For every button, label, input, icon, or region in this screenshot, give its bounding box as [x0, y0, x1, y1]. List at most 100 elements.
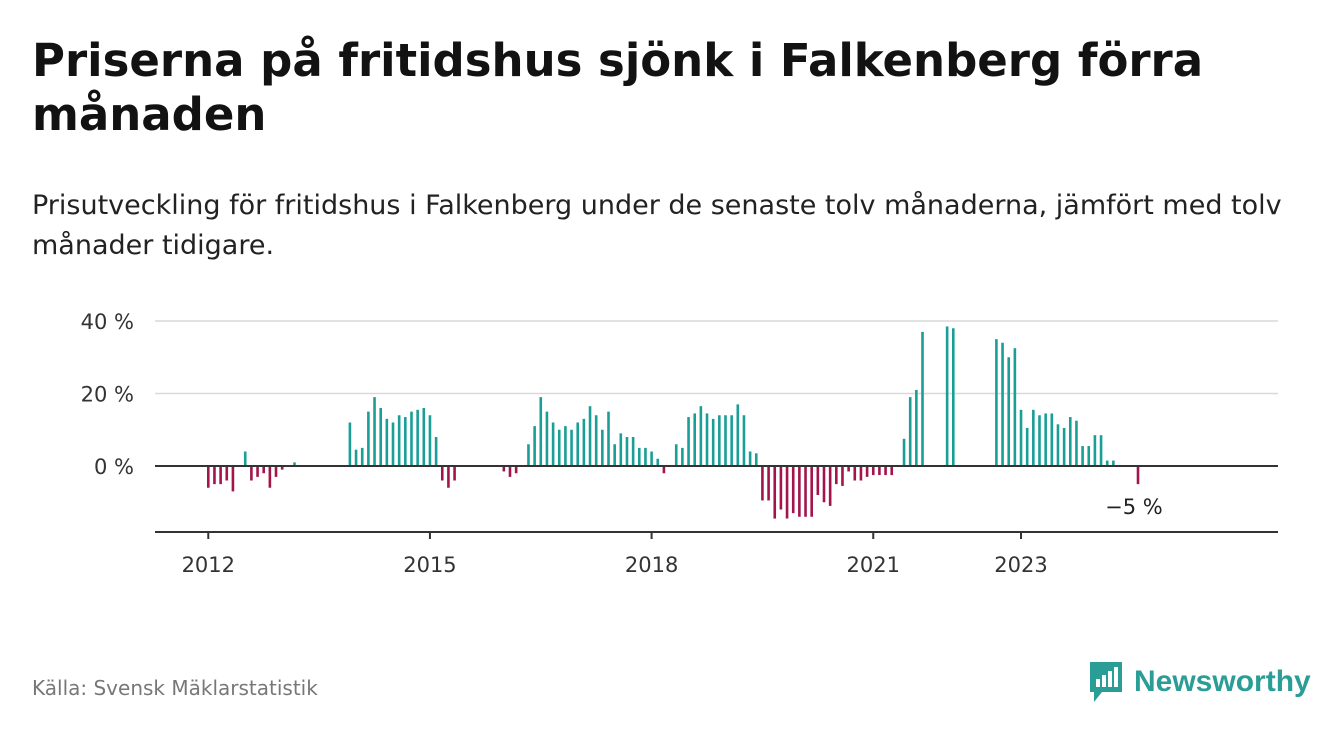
- bar: [533, 426, 536, 466]
- bar: [508, 466, 512, 477]
- x-tick-label: 2018: [625, 553, 678, 577]
- bar: [527, 444, 530, 466]
- bar: [268, 466, 272, 488]
- end-value-label: −5 %: [1105, 495, 1163, 519]
- bar: [625, 437, 629, 466]
- bar: [367, 411, 370, 466]
- bar: [557, 429, 561, 466]
- bar: [551, 422, 555, 466]
- bar: [1056, 424, 1060, 466]
- bar: [742, 415, 746, 466]
- bar: [1001, 342, 1004, 466]
- bar: [1081, 446, 1084, 466]
- bar: [761, 466, 764, 501]
- bar: [822, 466, 826, 503]
- bar: [773, 466, 777, 519]
- bar: [348, 422, 352, 466]
- bar: [804, 466, 807, 517]
- bar: [945, 326, 949, 466]
- bar: [798, 466, 801, 517]
- bar: [828, 466, 832, 506]
- bar: [841, 466, 844, 486]
- bar: [360, 447, 364, 466]
- bar: [1007, 357, 1011, 466]
- bar: [1050, 413, 1054, 466]
- x-tick-label: 2023: [994, 553, 1047, 577]
- bar: [385, 418, 389, 466]
- bar: [231, 466, 235, 492]
- axes: [155, 465, 1278, 539]
- gridlines: [155, 320, 1278, 395]
- bar: [250, 466, 253, 481]
- bar: [693, 413, 697, 466]
- bar: [644, 447, 647, 466]
- bar: [785, 466, 789, 519]
- bar: [613, 444, 616, 466]
- bar: [1112, 460, 1115, 466]
- bar: [514, 466, 518, 474]
- bar: [502, 466, 506, 472]
- bar: [767, 466, 770, 501]
- bar: [724, 415, 727, 466]
- bar: [835, 466, 838, 485]
- bar: [699, 406, 703, 466]
- bar: [878, 466, 881, 476]
- bar: [570, 429, 573, 466]
- bar: [705, 413, 709, 466]
- bar: [422, 408, 426, 466]
- source-note: Källa: Svensk Mäklarstatistik: [32, 676, 318, 700]
- y-tick-label: 20 %: [81, 383, 134, 407]
- bar: [545, 411, 549, 466]
- bar-chart: 0 % 20 % 40 % 2012 2015 2018 2021 2023 −5 %: [81, 310, 1278, 577]
- bar: [416, 409, 419, 466]
- bar: [434, 437, 438, 466]
- bar: [674, 444, 678, 466]
- bar: [440, 466, 444, 481]
- bar: [1099, 435, 1103, 466]
- bar: [902, 438, 906, 466]
- bar: [995, 339, 998, 466]
- chart-subtitle: Prisutveckling för fritidshus i Falkenbe…: [32, 190, 1282, 261]
- bar: [1013, 348, 1017, 466]
- bar: [1032, 409, 1035, 466]
- bar: [379, 408, 382, 466]
- bar: [619, 433, 623, 466]
- bar: [262, 466, 266, 474]
- bars: [207, 326, 1140, 519]
- bar: [890, 466, 894, 476]
- bar: [1038, 415, 1041, 466]
- bar: [1087, 446, 1091, 466]
- bar: [1019, 409, 1023, 466]
- bar: [373, 397, 376, 466]
- newsworthy-logo[interactable]: Newsworthy: [1088, 660, 1311, 704]
- bar: [256, 466, 259, 477]
- bar: [582, 418, 586, 466]
- bar: [219, 466, 222, 485]
- bar: [1044, 413, 1047, 466]
- bar: [243, 451, 247, 466]
- bar: [274, 466, 278, 477]
- bar: [453, 466, 456, 481]
- bar: [865, 466, 869, 477]
- bar: [631, 437, 635, 466]
- bar: [447, 466, 450, 488]
- bar: [1136, 466, 1140, 485]
- bar: [791, 466, 795, 514]
- bar: [730, 415, 733, 466]
- bar: [564, 426, 567, 466]
- bar: [711, 418, 715, 466]
- bar: [754, 453, 758, 466]
- bar: [884, 466, 887, 476]
- bar: [736, 404, 740, 466]
- bar: [662, 466, 666, 474]
- bar: [354, 449, 358, 466]
- x-tick-label: 2021: [847, 553, 900, 577]
- bar: [601, 429, 604, 466]
- bar: [410, 411, 413, 466]
- brand-name: Newsworthy: [1134, 665, 1311, 698]
- bar: [847, 466, 850, 472]
- bar: [293, 462, 296, 466]
- bar: [853, 466, 857, 481]
- bar: [816, 466, 820, 495]
- bar: [951, 328, 955, 466]
